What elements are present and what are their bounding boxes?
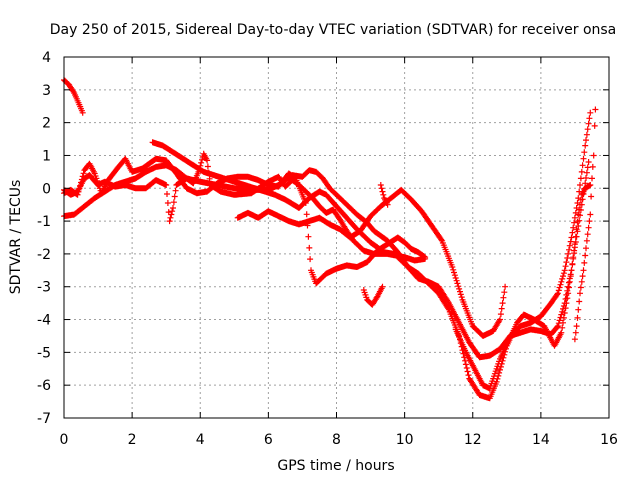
y-tick-label: 4 [42,50,51,66]
y-tick-label: -7 [37,411,51,427]
axis-ticks [63,56,610,419]
series-markers [149,139,592,402]
x-tick-label: 12 [464,432,482,448]
y-tick-label: 0 [42,181,51,197]
y-tick-label: -4 [37,313,51,329]
x-tick-labels: 0 2 4 6 8 10 12 14 16 [60,432,618,448]
series-markers [377,182,391,208]
x-tick-label: 2 [128,432,137,448]
data-series [234,186,509,339]
x-tick-label: 8 [332,432,341,448]
y-tick-label: 2 [42,116,51,132]
series-markers [452,109,594,392]
y-tick-label: -3 [37,280,51,296]
data-series [149,139,592,402]
y-tick-label: -5 [37,345,51,361]
series-markers [360,283,386,308]
series-markers [61,77,86,116]
y-tick-label: -1 [37,214,51,230]
y-tick-label: 3 [42,83,51,99]
data-series [360,283,386,308]
y-tick-label: 1 [42,148,51,164]
x-tick-label: 14 [532,432,550,448]
data-series [452,109,594,392]
x-tick-label: 16 [600,432,618,448]
chart-title: Day 250 of 2015, Sidereal Day-to-day VTE… [50,22,617,38]
y-tick-labels: -7 -6 -5 -4 -3 -2 -1 0 1 2 3 4 [37,50,51,427]
series-markers [234,186,509,339]
grid-lines [64,57,609,418]
x-tick-label: 6 [264,432,273,448]
data-series [571,106,599,343]
data-series [377,182,391,208]
data-series [61,77,86,116]
x-tick-label: 4 [196,432,205,448]
y-tick-label: -2 [37,247,51,263]
x-axis-label: GPS time / hours [277,458,394,474]
y-tick-label: -6 [37,378,51,394]
x-tick-label: 0 [60,432,69,448]
x-tick-label: 10 [396,432,414,448]
y-axis-label: SDTVAR / TECUs [8,180,24,295]
series-markers [571,106,599,343]
